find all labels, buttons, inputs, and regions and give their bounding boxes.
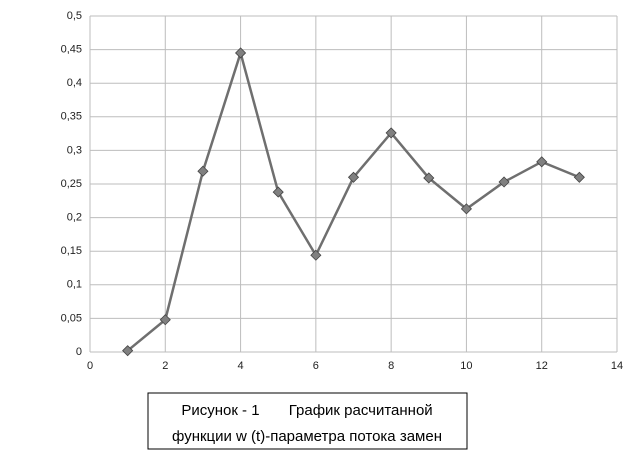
x-tick-label: 0 [87, 360, 93, 372]
caption-line: функции w (t)-параметра потока замен [172, 428, 442, 445]
x-tick-label: 12 [536, 360, 548, 372]
caption-line: Рисунок - 1 График расчитанной [181, 402, 432, 419]
x-tick-label: 10 [460, 360, 472, 372]
data-point [197, 165, 209, 177]
data-point [385, 127, 397, 139]
data-point [310, 249, 322, 261]
x-tick-label: 2 [162, 360, 168, 372]
y-tick-label: 0,25 [61, 178, 82, 190]
y-tick-label: 0,4 [67, 77, 82, 89]
x-tick-label: 14 [611, 360, 623, 372]
data-point [423, 172, 435, 184]
data-point [159, 314, 171, 326]
x-tick-label: 6 [313, 360, 319, 372]
y-tick-label: 0,2 [67, 212, 82, 224]
y-tick-label: 0,3 [67, 144, 82, 156]
x-tick-label: 4 [238, 360, 244, 372]
data-point [460, 203, 472, 215]
y-tick-label: 0 [76, 346, 82, 358]
y-tick-label: 0,5 [67, 10, 82, 22]
data-point [272, 186, 284, 198]
data-point [347, 171, 360, 183]
caption-box [147, 392, 468, 450]
data-point [536, 156, 548, 168]
data-point [122, 345, 134, 357]
x-tick-label: 8 [388, 360, 394, 372]
y-tick-label: 0,05 [61, 312, 82, 324]
y-tick-label: 0,45 [61, 44, 82, 56]
y-tick-label: 0,1 [67, 279, 82, 291]
y-tick-label: 0,35 [61, 111, 82, 123]
data-point [573, 171, 585, 183]
y-tick-label: 0,15 [61, 245, 82, 257]
data-point [235, 47, 247, 59]
data-line [126, 48, 580, 352]
data-point [498, 176, 510, 188]
